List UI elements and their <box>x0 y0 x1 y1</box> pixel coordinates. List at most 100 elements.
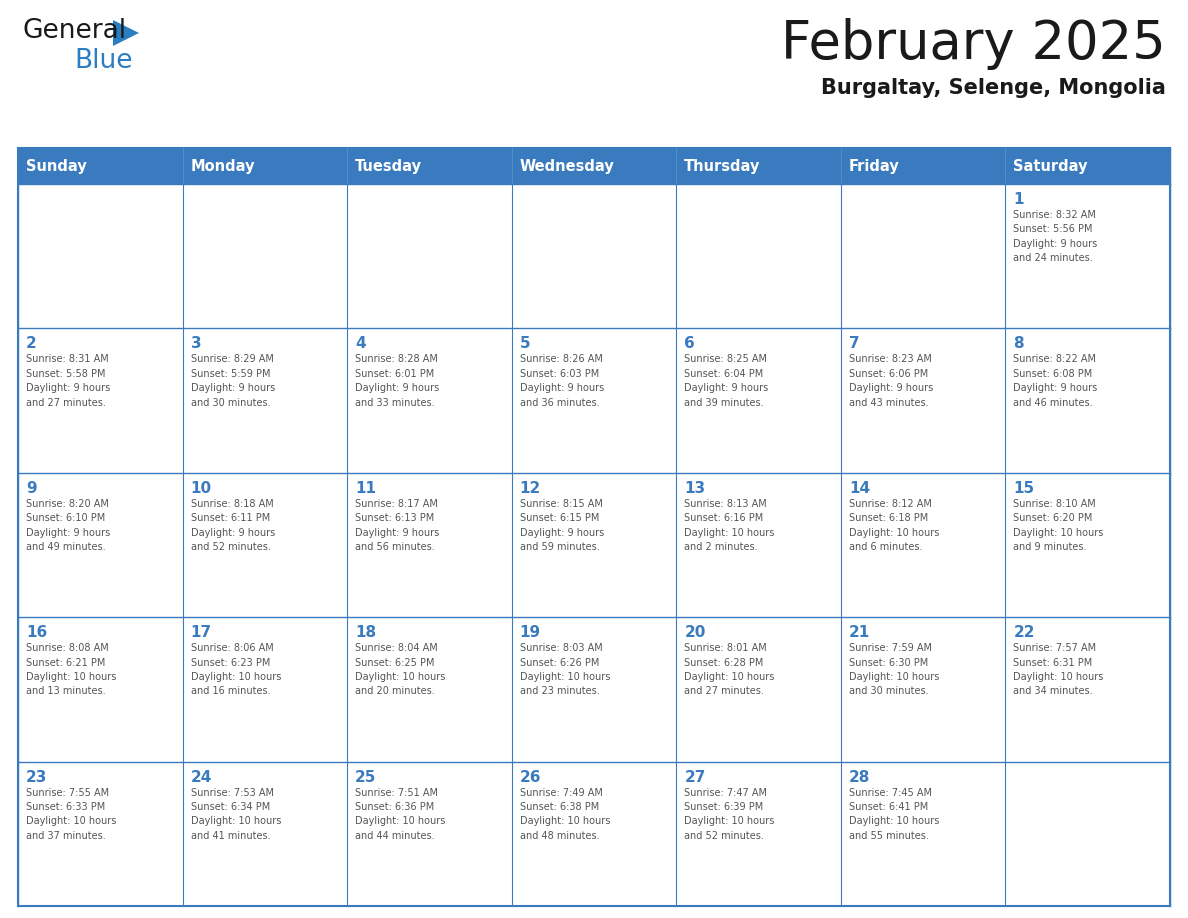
Text: Blue: Blue <box>74 48 133 74</box>
Text: 6: 6 <box>684 336 695 352</box>
Text: 26: 26 <box>519 769 542 785</box>
Bar <box>676 617 841 762</box>
Text: Sunrise: 7:55 AM
Sunset: 6:33 PM
Daylight: 10 hours
and 37 minutes.: Sunrise: 7:55 AM Sunset: 6:33 PM Dayligh… <box>26 788 116 841</box>
Text: 17: 17 <box>190 625 211 640</box>
Bar <box>347 762 512 906</box>
Text: Sunrise: 7:47 AM
Sunset: 6:39 PM
Daylight: 10 hours
and 52 minutes.: Sunrise: 7:47 AM Sunset: 6:39 PM Dayligh… <box>684 788 775 841</box>
Bar <box>512 473 676 617</box>
Text: 15: 15 <box>1013 481 1035 496</box>
Text: Sunrise: 8:29 AM
Sunset: 5:59 PM
Daylight: 9 hours
and 30 minutes.: Sunrise: 8:29 AM Sunset: 5:59 PM Dayligh… <box>190 354 274 408</box>
Text: 9: 9 <box>26 481 37 496</box>
Text: Sunrise: 8:22 AM
Sunset: 6:08 PM
Daylight: 9 hours
and 46 minutes.: Sunrise: 8:22 AM Sunset: 6:08 PM Dayligh… <box>1013 354 1098 408</box>
Bar <box>512 184 676 329</box>
Text: Sunrise: 8:06 AM
Sunset: 6:23 PM
Daylight: 10 hours
and 16 minutes.: Sunrise: 8:06 AM Sunset: 6:23 PM Dayligh… <box>190 644 280 697</box>
Text: Sunrise: 8:23 AM
Sunset: 6:06 PM
Daylight: 9 hours
and 43 minutes.: Sunrise: 8:23 AM Sunset: 6:06 PM Dayligh… <box>849 354 933 408</box>
Text: Sunrise: 8:31 AM
Sunset: 5:58 PM
Daylight: 9 hours
and 27 minutes.: Sunrise: 8:31 AM Sunset: 5:58 PM Dayligh… <box>26 354 110 408</box>
Text: 23: 23 <box>26 769 48 785</box>
Text: 19: 19 <box>519 625 541 640</box>
Text: Saturday: Saturday <box>1013 159 1088 174</box>
Bar <box>1005 184 1170 329</box>
Text: 10: 10 <box>190 481 211 496</box>
Text: Sunrise: 7:49 AM
Sunset: 6:38 PM
Daylight: 10 hours
and 48 minutes.: Sunrise: 7:49 AM Sunset: 6:38 PM Dayligh… <box>519 788 611 841</box>
Text: Sunrise: 8:25 AM
Sunset: 6:04 PM
Daylight: 9 hours
and 39 minutes.: Sunrise: 8:25 AM Sunset: 6:04 PM Dayligh… <box>684 354 769 408</box>
Text: 5: 5 <box>519 336 530 352</box>
Text: 14: 14 <box>849 481 870 496</box>
Bar <box>183 762 347 906</box>
Text: Sunrise: 8:08 AM
Sunset: 6:21 PM
Daylight: 10 hours
and 13 minutes.: Sunrise: 8:08 AM Sunset: 6:21 PM Dayligh… <box>26 644 116 697</box>
Text: Sunrise: 8:13 AM
Sunset: 6:16 PM
Daylight: 10 hours
and 2 minutes.: Sunrise: 8:13 AM Sunset: 6:16 PM Dayligh… <box>684 498 775 552</box>
Text: 21: 21 <box>849 625 870 640</box>
Bar <box>676 473 841 617</box>
Bar <box>183 473 347 617</box>
Text: Sunrise: 8:18 AM
Sunset: 6:11 PM
Daylight: 9 hours
and 52 minutes.: Sunrise: 8:18 AM Sunset: 6:11 PM Dayligh… <box>190 498 274 552</box>
Text: 20: 20 <box>684 625 706 640</box>
Text: 18: 18 <box>355 625 377 640</box>
Text: Sunrise: 8:32 AM
Sunset: 5:56 PM
Daylight: 9 hours
and 24 minutes.: Sunrise: 8:32 AM Sunset: 5:56 PM Dayligh… <box>1013 210 1098 263</box>
Bar <box>841 184 1005 329</box>
Bar <box>1005 762 1170 906</box>
Text: Sunrise: 8:26 AM
Sunset: 6:03 PM
Daylight: 9 hours
and 36 minutes.: Sunrise: 8:26 AM Sunset: 6:03 PM Dayligh… <box>519 354 604 408</box>
Text: Sunrise: 7:59 AM
Sunset: 6:30 PM
Daylight: 10 hours
and 30 minutes.: Sunrise: 7:59 AM Sunset: 6:30 PM Dayligh… <box>849 644 940 697</box>
Bar <box>347 617 512 762</box>
Text: 28: 28 <box>849 769 871 785</box>
Text: 22: 22 <box>1013 625 1035 640</box>
Text: 2: 2 <box>26 336 37 352</box>
Text: Sunrise: 8:17 AM
Sunset: 6:13 PM
Daylight: 9 hours
and 56 minutes.: Sunrise: 8:17 AM Sunset: 6:13 PM Dayligh… <box>355 498 440 552</box>
Text: Burgaltay, Selenge, Mongolia: Burgaltay, Selenge, Mongolia <box>821 78 1165 98</box>
Bar <box>512 617 676 762</box>
Text: Sunrise: 8:03 AM
Sunset: 6:26 PM
Daylight: 10 hours
and 23 minutes.: Sunrise: 8:03 AM Sunset: 6:26 PM Dayligh… <box>519 644 611 697</box>
Bar <box>841 762 1005 906</box>
Text: Friday: Friday <box>849 159 899 174</box>
Text: Sunrise: 8:01 AM
Sunset: 6:28 PM
Daylight: 10 hours
and 27 minutes.: Sunrise: 8:01 AM Sunset: 6:28 PM Dayligh… <box>684 644 775 697</box>
Text: 1: 1 <box>1013 192 1024 207</box>
Polygon shape <box>113 20 139 46</box>
Text: 12: 12 <box>519 481 541 496</box>
Text: 16: 16 <box>26 625 48 640</box>
Bar <box>18 329 183 473</box>
Bar <box>841 473 1005 617</box>
Text: Sunday: Sunday <box>26 159 87 174</box>
Text: 7: 7 <box>849 336 859 352</box>
Text: Wednesday: Wednesday <box>519 159 614 174</box>
Bar <box>676 184 841 329</box>
Text: Sunrise: 8:10 AM
Sunset: 6:20 PM
Daylight: 10 hours
and 9 minutes.: Sunrise: 8:10 AM Sunset: 6:20 PM Dayligh… <box>1013 498 1104 552</box>
Bar <box>841 329 1005 473</box>
Text: Sunrise: 7:45 AM
Sunset: 6:41 PM
Daylight: 10 hours
and 55 minutes.: Sunrise: 7:45 AM Sunset: 6:41 PM Dayligh… <box>849 788 940 841</box>
Text: Sunrise: 8:12 AM
Sunset: 6:18 PM
Daylight: 10 hours
and 6 minutes.: Sunrise: 8:12 AM Sunset: 6:18 PM Dayligh… <box>849 498 940 552</box>
Text: 27: 27 <box>684 769 706 785</box>
Bar <box>1005 329 1170 473</box>
Text: Tuesday: Tuesday <box>355 159 422 174</box>
Bar <box>18 184 183 329</box>
Bar <box>183 617 347 762</box>
Text: Sunrise: 7:53 AM
Sunset: 6:34 PM
Daylight: 10 hours
and 41 minutes.: Sunrise: 7:53 AM Sunset: 6:34 PM Dayligh… <box>190 788 280 841</box>
Bar <box>18 473 183 617</box>
Bar <box>676 329 841 473</box>
Text: General: General <box>23 18 126 44</box>
Bar <box>347 184 512 329</box>
Text: Sunrise: 8:20 AM
Sunset: 6:10 PM
Daylight: 9 hours
and 49 minutes.: Sunrise: 8:20 AM Sunset: 6:10 PM Dayligh… <box>26 498 110 552</box>
Bar <box>1005 617 1170 762</box>
Bar <box>841 617 1005 762</box>
Text: 3: 3 <box>190 336 201 352</box>
Bar <box>18 148 1170 184</box>
Bar <box>183 184 347 329</box>
Text: Thursday: Thursday <box>684 159 760 174</box>
Text: Sunrise: 8:15 AM
Sunset: 6:15 PM
Daylight: 9 hours
and 59 minutes.: Sunrise: 8:15 AM Sunset: 6:15 PM Dayligh… <box>519 498 604 552</box>
Text: 8: 8 <box>1013 336 1024 352</box>
Text: Sunrise: 8:28 AM
Sunset: 6:01 PM
Daylight: 9 hours
and 33 minutes.: Sunrise: 8:28 AM Sunset: 6:01 PM Dayligh… <box>355 354 440 408</box>
Bar <box>347 473 512 617</box>
Text: 4: 4 <box>355 336 366 352</box>
Bar <box>18 617 183 762</box>
Text: 13: 13 <box>684 481 706 496</box>
Bar <box>1005 473 1170 617</box>
Text: 24: 24 <box>190 769 211 785</box>
Bar <box>512 329 676 473</box>
Text: Sunrise: 7:51 AM
Sunset: 6:36 PM
Daylight: 10 hours
and 44 minutes.: Sunrise: 7:51 AM Sunset: 6:36 PM Dayligh… <box>355 788 446 841</box>
Text: Monday: Monday <box>190 159 255 174</box>
Text: 25: 25 <box>355 769 377 785</box>
Text: 11: 11 <box>355 481 377 496</box>
Bar <box>676 762 841 906</box>
Text: Sunrise: 8:04 AM
Sunset: 6:25 PM
Daylight: 10 hours
and 20 minutes.: Sunrise: 8:04 AM Sunset: 6:25 PM Dayligh… <box>355 644 446 697</box>
Text: February 2025: February 2025 <box>782 18 1165 70</box>
Bar <box>183 329 347 473</box>
